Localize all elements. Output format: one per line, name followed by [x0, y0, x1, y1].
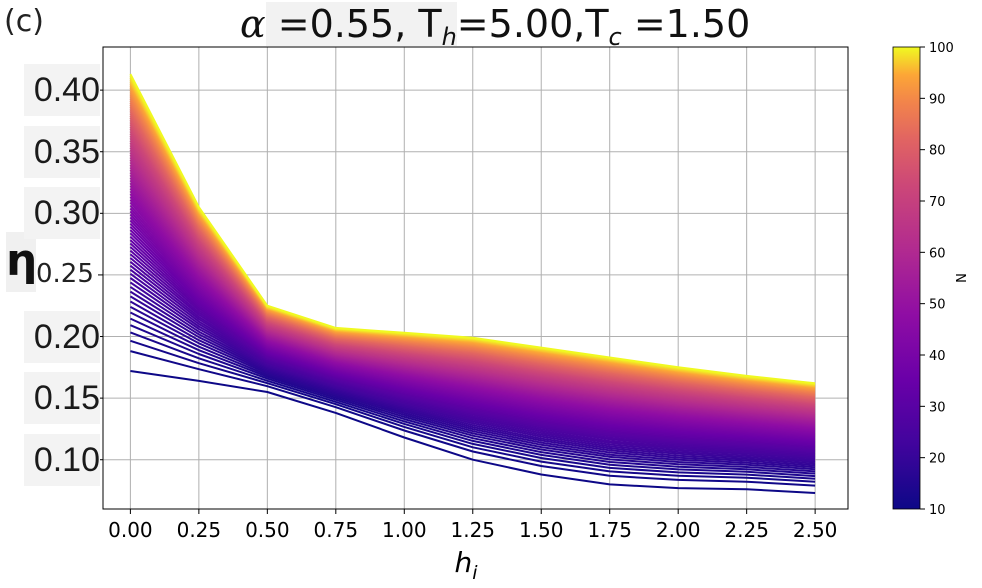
- curve-n-27: [129, 261, 816, 454]
- y-tick-label: 0.20: [24, 310, 100, 363]
- colorbar-label: N: [955, 273, 970, 283]
- title-th-value: =5.00,: [456, 2, 586, 46]
- colorbar-ticks: 10 20 30 40 50 60 70 80 90 100: [920, 41, 954, 518]
- curve-n-31: [129, 246, 816, 449]
- x-tick-label: 1.75: [587, 518, 632, 542]
- curve-n-13: [130, 331, 816, 480]
- curve-n-24: [129, 272, 816, 459]
- curve-n-11: [130, 350, 816, 487]
- colorbar-tick-label: 30: [929, 400, 946, 415]
- curve-n-14: [130, 324, 816, 478]
- x-tick-label: 2.50: [793, 518, 838, 542]
- curve-n-23: [129, 277, 816, 460]
- x-tick-label: 0.75: [314, 518, 359, 542]
- colorbar-tick-label: 80: [929, 144, 946, 159]
- curve-n-34: [129, 235, 816, 445]
- y-tick-label: 0.30: [24, 187, 100, 240]
- curve-n-38: [129, 223, 816, 440]
- x-tick-label: 1.25: [450, 518, 495, 542]
- curves: [129, 73, 816, 494]
- title-tc-value: =1.50: [621, 2, 751, 46]
- x-tick-label: 2.25: [724, 518, 769, 542]
- x-tick-label: 1.50: [519, 518, 564, 542]
- curve-n-21: [129, 286, 816, 463]
- curve-n-22: [129, 281, 816, 462]
- title-th: T: [406, 2, 442, 46]
- title-th-sub: h: [441, 23, 457, 51]
- x-axis-label: hi: [454, 546, 478, 584]
- colorbar: [892, 46, 921, 510]
- curve-n-12: [130, 339, 816, 483]
- curve-n-16: [129, 311, 816, 473]
- x-tick-label: 0.25: [177, 518, 222, 542]
- y-tick-label: 0.40: [24, 64, 100, 117]
- curve-n-30: [129, 249, 816, 450]
- y-tick-label: 0.10: [24, 433, 100, 486]
- curve-n-33: [129, 239, 816, 446]
- curve-n-15: [129, 317, 816, 475]
- x-tick-label: 0.50: [245, 518, 290, 542]
- colorbar-tick-label: 90: [929, 92, 946, 107]
- colorbar-tick-label: 20: [929, 452, 946, 467]
- curve-n-19: [129, 295, 816, 467]
- curve-n-26: [129, 264, 816, 456]
- colorbar-tick-label: 100: [929, 41, 954, 56]
- curve-n-28: [129, 257, 816, 453]
- x-ticks: 0.00 0.25 0.50 0.75 1.00 1.25 1.50 1.75 2.00 2.25…: [108, 509, 837, 542]
- colorbar-tick-label: 70: [929, 195, 946, 210]
- title-alpha: α: [240, 2, 266, 46]
- colorbar-tick-label: 60: [929, 246, 946, 261]
- x-tick-label: 0.00: [108, 518, 153, 542]
- y-tick-label: 0.15: [24, 372, 100, 425]
- curve-n-100: [129, 73, 816, 385]
- curve-n-17: [129, 306, 816, 471]
- curve-n-18: [129, 300, 816, 469]
- y-tick-label: 0.25: [36, 258, 94, 289]
- plot-frame: [102, 46, 849, 510]
- title-tc-sub: c: [608, 23, 622, 51]
- curve-n-10: [130, 370, 816, 494]
- curve-n-20: [129, 290, 816, 465]
- curve-n-35: [129, 232, 816, 444]
- y-axis-label: η: [6, 232, 37, 292]
- title-alpha-value: =0.55,: [265, 2, 407, 46]
- panel-label: (c): [4, 4, 44, 39]
- curve-n-32: [129, 242, 816, 447]
- curve-n-25: [129, 268, 816, 457]
- colorbar-tick-label: 40: [929, 349, 946, 364]
- x-tick-label: 2.00: [656, 518, 701, 542]
- y-tick-label: 0.35: [24, 125, 100, 178]
- colorbar-tick-label: 10: [929, 503, 946, 518]
- title-tc: T: [585, 2, 609, 46]
- x-tick-label: 1.00: [382, 518, 427, 542]
- colorbar-tick-label: 50: [929, 298, 946, 313]
- chart-title: α =0.55, Th=5.00,Tc =1.50: [240, 2, 750, 51]
- curve-n-29: [129, 253, 816, 451]
